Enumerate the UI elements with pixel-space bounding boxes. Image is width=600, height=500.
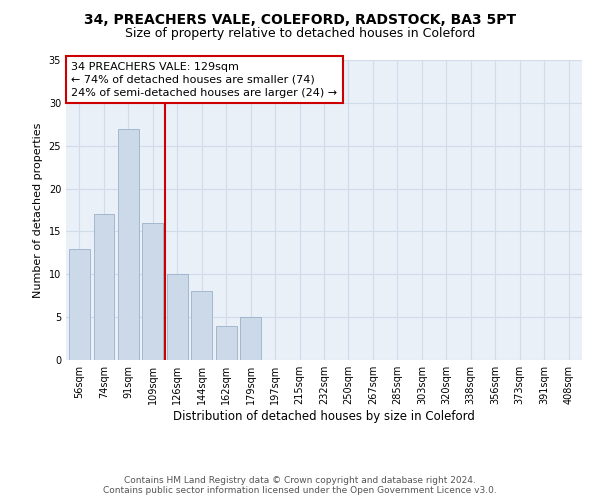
Text: 34 PREACHERS VALE: 129sqm
← 74% of detached houses are smaller (74)
24% of semi-: 34 PREACHERS VALE: 129sqm ← 74% of detac… <box>71 62 337 98</box>
Bar <box>142 223 163 360</box>
Bar <box>69 248 90 360</box>
Y-axis label: Number of detached properties: Number of detached properties <box>33 122 43 298</box>
Bar <box>240 317 261 360</box>
Bar <box>94 214 114 360</box>
X-axis label: Distribution of detached houses by size in Coleford: Distribution of detached houses by size … <box>173 410 475 423</box>
Bar <box>191 292 212 360</box>
Bar <box>118 128 139 360</box>
Text: Size of property relative to detached houses in Coleford: Size of property relative to detached ho… <box>125 28 475 40</box>
Text: 34, PREACHERS VALE, COLEFORD, RADSTOCK, BA3 5PT: 34, PREACHERS VALE, COLEFORD, RADSTOCK, … <box>84 12 516 26</box>
Bar <box>167 274 188 360</box>
Text: Contains HM Land Registry data © Crown copyright and database right 2024.
Contai: Contains HM Land Registry data © Crown c… <box>103 476 497 495</box>
Bar <box>216 326 236 360</box>
